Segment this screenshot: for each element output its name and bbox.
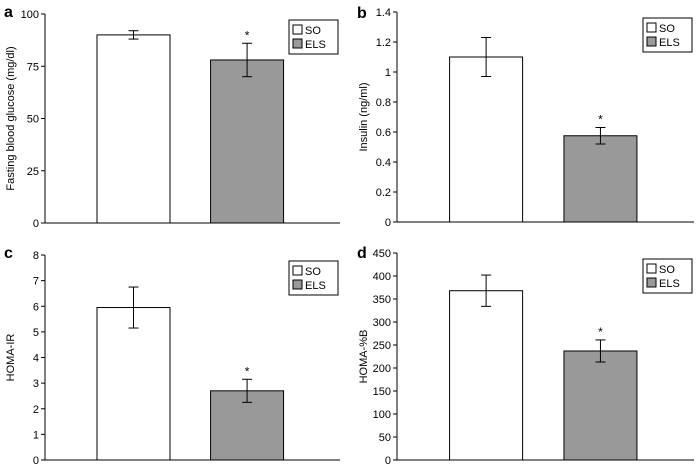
y-axis-title: HOMA-%B	[358, 330, 370, 384]
y-tick-label: 1.2	[376, 37, 391, 49]
y-tick-label: 1.4	[376, 7, 391, 19]
legend-swatch-els	[292, 279, 303, 290]
y-tick-label: 1	[33, 429, 39, 441]
y-tick-label: 2	[33, 404, 39, 416]
legend: SO ELS	[288, 260, 339, 296]
y-tick-label: 4	[33, 353, 39, 365]
legend-swatch-so	[292, 24, 303, 35]
y-tick-label: 250	[373, 340, 391, 352]
legend: SO ELS	[288, 19, 339, 55]
legend-label-so: SO	[659, 23, 675, 35]
panel-d: d 0 50 100 150 200 250 300 350 400 450 HOMA-%B * SO EL…	[357, 245, 694, 467]
panel-letter: d	[357, 245, 367, 262]
y-tick-label: 0.4	[376, 157, 391, 169]
legend-swatch-so	[646, 263, 657, 274]
y-tick-label: 150	[373, 386, 391, 398]
legend-label-so: SO	[305, 266, 321, 278]
panel-letter: c	[4, 245, 13, 262]
bar-els	[210, 59, 285, 224]
y-tick-label: 75	[27, 61, 39, 73]
bar-els	[563, 350, 638, 461]
y-tick-label: 0	[33, 218, 39, 230]
bar-so	[449, 56, 524, 223]
legend-label-els: ELS	[305, 280, 326, 292]
legend-swatch-els	[292, 38, 303, 49]
significance-marker: *	[598, 325, 603, 339]
bar-els	[563, 135, 638, 223]
y-tick-label: 8	[33, 250, 39, 262]
panel-letter: b	[357, 5, 367, 22]
legend-label-so: SO	[305, 25, 321, 37]
y-axis-title: Fasting blood glucose (mg/dl)	[5, 46, 17, 190]
y-axis-title: Insulin (ng/ml)	[358, 82, 370, 151]
legend-swatch-els	[646, 277, 657, 288]
panel-c: c 0 1 2 3 4 5 6 7 8 HOMA-IR * SO ELS	[4, 245, 340, 467]
legend: SO ELS	[642, 258, 693, 294]
y-tick-label: 1	[385, 67, 391, 79]
y-axis-title: HOMA-IR	[5, 334, 17, 382]
y-tick-label: 50	[379, 432, 391, 444]
bar-so	[449, 290, 524, 461]
panel-letter: a	[4, 4, 13, 21]
significance-marker: *	[245, 364, 250, 378]
legend-label-els: ELS	[305, 39, 326, 51]
bar-so	[96, 34, 171, 224]
panel-b: b 0 0.2 0.4 0.6 0.8 1 1.2 1.4 Insulin (ng/ml) * SO E…	[357, 5, 694, 229]
y-tick-label: 100	[373, 409, 391, 421]
legend-swatch-els	[646, 36, 657, 47]
y-tick-label: 400	[373, 271, 391, 283]
y-tick-label: 0	[385, 455, 391, 467]
bar-so	[96, 307, 171, 461]
y-tick-label: 0	[33, 455, 39, 467]
y-tick-label: 5	[33, 327, 39, 339]
legend-swatch-so	[646, 22, 657, 33]
y-tick-label: 6	[33, 301, 39, 313]
y-tick-label: 200	[373, 363, 391, 375]
legend-label-els: ELS	[659, 37, 680, 49]
legend-label-els: ELS	[659, 278, 680, 290]
y-tick-label: 3	[33, 378, 39, 390]
y-tick-label: 100	[21, 9, 39, 21]
y-tick-label: 7	[33, 276, 39, 288]
legend-swatch-so	[292, 265, 303, 276]
y-tick-label: 300	[373, 317, 391, 329]
significance-marker: *	[245, 28, 250, 42]
y-tick-label: 50	[27, 114, 39, 126]
y-tick-label: 0	[385, 217, 391, 229]
y-tick-label: 350	[373, 294, 391, 306]
y-tick-label: 0.2	[376, 187, 391, 199]
y-tick-label: 0.6	[376, 127, 391, 139]
significance-marker: *	[598, 113, 603, 127]
y-tick-label: 450	[373, 248, 391, 260]
panel-a: a 0 25 50 75 100 Fasting blood glucose (mg/dl)…	[4, 4, 340, 230]
y-tick-label: 0.8	[376, 97, 391, 109]
y-tick-label: 25	[27, 166, 39, 178]
legend-label-so: SO	[659, 264, 675, 276]
legend: SO ELS	[642, 17, 693, 53]
